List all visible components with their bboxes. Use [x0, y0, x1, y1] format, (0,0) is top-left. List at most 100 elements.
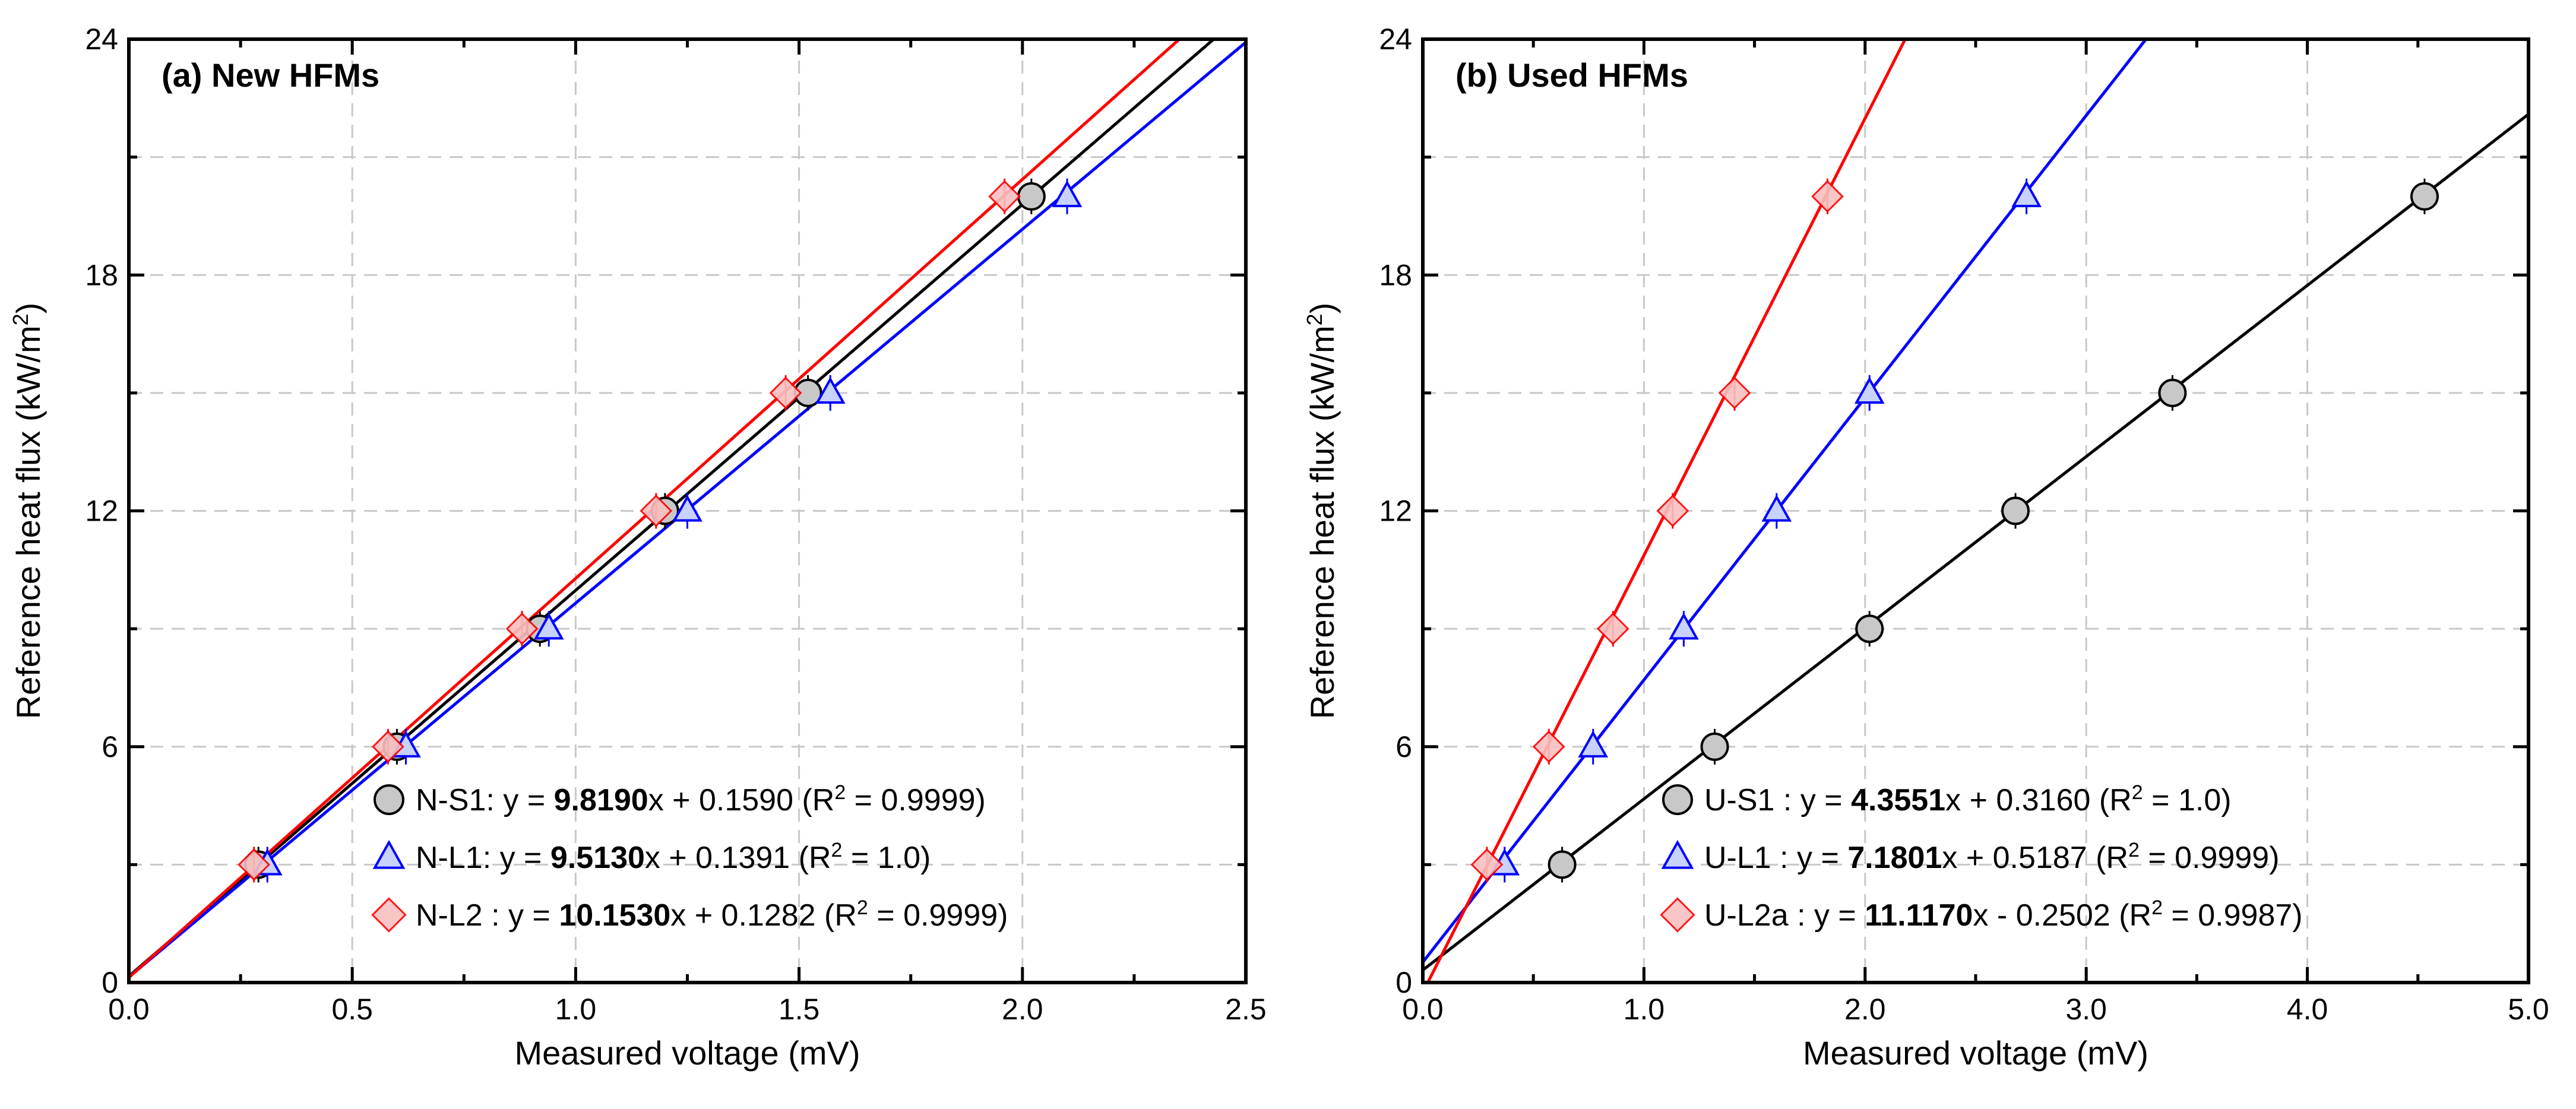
data-point-n-s1	[1017, 182, 1046, 211]
data-point-u-s1	[2158, 378, 2187, 407]
legend-rest: x + 0.1391 (R	[645, 841, 831, 875]
legend-prefix: : y =	[1774, 783, 1851, 818]
y-tick-label: 12	[85, 495, 118, 528]
data-point-n-l1	[672, 495, 702, 522]
y-tick-label: 0	[102, 966, 118, 999]
data-point-u-s1	[1855, 614, 1884, 644]
x-axis-title: Measured voltage (mV)	[1803, 1034, 2148, 1072]
legend-r2-value: = 0.9999)	[2140, 841, 2280, 875]
legend-entry-n-l1: N-L1: y = 9.5130x + 0.1391 (R2 = 1.0)	[416, 839, 931, 875]
legend-r2-value: = 0.9999)	[846, 783, 986, 818]
legend-marker-n-l2	[371, 897, 407, 933]
data-point-u-s1	[2001, 496, 2030, 525]
legend-r2-sup: 2	[2132, 781, 2143, 804]
y-tick-label: 24	[85, 23, 118, 56]
x-tick-label: 0.0	[108, 993, 150, 1026]
y-tick-label: 6	[102, 730, 118, 763]
data-point-n-l1	[815, 376, 846, 404]
legend-marker-u-s1	[1662, 784, 1693, 815]
data-point-u-s1	[2410, 182, 2439, 211]
legend-r2-value: = 0.9999)	[868, 898, 1008, 933]
legend-slope: 11.1170	[1865, 898, 1973, 933]
data-point-n-l2	[769, 376, 802, 410]
fit-line-u-l1	[1423, 39, 2148, 964]
y-axis-title-sup: 2	[1302, 313, 1327, 325]
legend-prefix: : y =	[486, 783, 553, 818]
data-point-u-l2a	[1656, 495, 1689, 527]
data-point-n-l2	[988, 180, 1021, 213]
y-axis-title-main: Reference heat flux (kW/m	[10, 325, 47, 719]
legend-series-name: N-S1	[416, 783, 486, 818]
x-tick-label: 0.0	[1402, 993, 1444, 1026]
x-tick-label: 5.0	[2508, 993, 2549, 1026]
plot-frame	[1421, 37, 2530, 984]
legend-prefix: : y =	[1789, 898, 1865, 933]
legend-marker-n-s1	[374, 784, 404, 815]
data-point-n-l1	[1052, 180, 1083, 208]
legend-series-name: U-L1	[1704, 841, 1771, 875]
plot-frame	[127, 37, 1248, 984]
legend-rest: x + 0.5187 (R	[1942, 841, 2128, 875]
data-point-u-l2a	[1532, 730, 1565, 763]
panel-title: (b) Used HFMs	[1455, 56, 1688, 94]
y-tick-label: 18	[1379, 258, 1412, 291]
legend-marker-u-l2a	[1660, 897, 1695, 933]
x-tick-label: 2.0	[1002, 993, 1043, 1026]
legend-r2-value: = 1.0)	[842, 841, 931, 875]
chart-panel-2: 0.0 1.0 2.0 3.0 4.0 5.0 0 6 12 18 24 Measured volta…	[1302, 23, 2549, 1072]
y-tick-label: 18	[85, 258, 118, 291]
legend-rest: x + 0.1282 (R	[670, 898, 857, 933]
legend-entry-n-s1: N-S1: y = 9.8190x + 0.1590 (R2 = 0.9999)	[416, 781, 986, 818]
y-axis-title-sup: 2	[8, 313, 33, 325]
legend-marker-n-l1	[372, 839, 406, 869]
legend-prefix: : y =	[483, 898, 559, 933]
y-axis-title: Reference heat flux (kW/m2)	[1302, 303, 1341, 720]
legend-r2-sup: 2	[857, 896, 868, 919]
data-point-u-l2a	[1596, 612, 1629, 645]
legend-r2-sup: 2	[2151, 896, 2163, 919]
legend-rest: x + 0.1590 (R	[648, 783, 835, 818]
legend-series-name: U-S1	[1704, 783, 1774, 818]
legend-prefix: : y =	[483, 841, 550, 875]
legend-series-name: U-L2a	[1704, 898, 1789, 933]
plot-area	[129, 39, 1246, 979]
legend-entry-u-s1: U-S1 : y = 4.3551x + 0.3160 (R2 = 1.0)	[1704, 781, 2232, 818]
legend-r2-sup: 2	[834, 781, 846, 804]
plot-area	[1423, 39, 2528, 983]
legend-rest: x - 0.2502 (R	[1973, 898, 2151, 933]
x-tick-label: 2.5	[1225, 993, 1267, 1026]
data-point-u-s1	[1700, 732, 1729, 761]
data-point-n-l2	[371, 730, 404, 763]
x-tick-label: 2.0	[1844, 993, 1886, 1026]
legend-marker-u-l1	[1661, 839, 1694, 869]
data-point-u-s1	[1548, 850, 1577, 879]
data-point-u-l1	[1761, 495, 1792, 522]
legend-series-name: N-L2	[416, 898, 483, 933]
fit-line-n-l2	[129, 39, 1182, 979]
data-point-n-l1	[533, 612, 564, 640]
panel-title: (a) New HFMs	[162, 56, 379, 94]
x-tick-label: 4.0	[2287, 993, 2328, 1026]
legend-slope: 9.5130	[550, 841, 645, 875]
legend-slope: 9.8190	[554, 783, 648, 818]
legend-r2-value: = 0.9987)	[2163, 898, 2303, 933]
data-point-u-l1	[1578, 730, 1609, 758]
legend-series-name: N-L1	[416, 841, 483, 875]
data-point-n-l2	[238, 848, 271, 881]
data-point-u-l1	[1854, 376, 1885, 404]
x-tick-label: 1.5	[779, 993, 820, 1026]
fit-line-u-s1	[1423, 113, 2528, 972]
y-axis-title-end: )	[10, 303, 47, 314]
legend-r2-sup: 2	[2128, 839, 2140, 861]
legend-r2-value: = 1.0)	[2143, 783, 2232, 818]
legend-rest: x + 0.3160 (R	[1945, 783, 2132, 818]
data-point-u-l2a	[1811, 180, 1844, 213]
y-axis-title-end: )	[1303, 303, 1341, 314]
y-tick-label: 0	[1395, 966, 1412, 999]
data-point-n-l2	[505, 612, 539, 645]
legend-prefix: : y =	[1771, 841, 1848, 875]
data-point-u-l2a	[1470, 848, 1504, 881]
y-tick-label: 24	[1379, 23, 1412, 56]
legend-r2-sup: 2	[831, 839, 843, 861]
data-point-u-l1	[1669, 612, 1699, 640]
